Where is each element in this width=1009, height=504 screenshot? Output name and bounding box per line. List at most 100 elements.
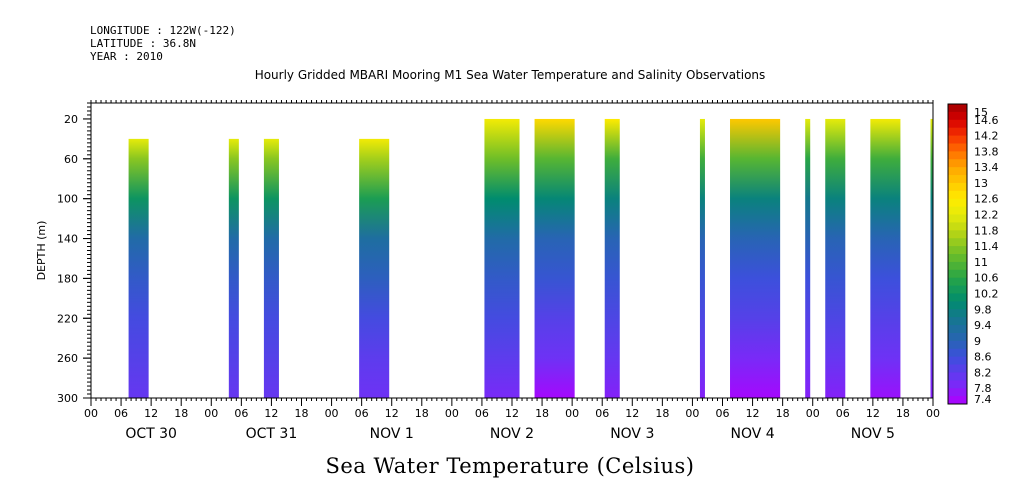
colorbar-label: 14.2: [974, 130, 999, 143]
y-tick-label: 220: [57, 312, 78, 325]
data-segment: [359, 138, 390, 399]
colorbar-cell: [948, 364, 967, 373]
data-segment: [930, 118, 933, 398]
colorbar-cell: [948, 127, 967, 137]
colorbar-cell: [948, 254, 967, 263]
x-tick-label: 06: [595, 407, 609, 420]
x-tick-label: 00: [325, 407, 339, 420]
colorbar-cell: [948, 372, 967, 381]
latitude-label: LATITUDE : 36.8N: [90, 37, 196, 50]
colorbar-label: 14.6: [974, 114, 999, 127]
colorbar-cell: [948, 348, 967, 358]
colorbar-label: 13.8: [974, 145, 999, 158]
data-segment: [805, 118, 811, 398]
colorbar-label: 8.2: [974, 366, 992, 379]
x-day-label: OCT 30: [125, 426, 177, 442]
x-day-label: NOV 2: [490, 426, 534, 442]
colorbar-cell: [948, 143, 967, 152]
x-tick-label: 18: [415, 407, 429, 420]
chart-title: Hourly Gridded MBARI Mooring M1 Sea Wate…: [254, 68, 766, 82]
colorbar-cell: [948, 167, 967, 176]
x-tick-label: 06: [114, 407, 128, 420]
colorbar-label: 9.4: [974, 319, 992, 332]
colorbar-label: 9: [974, 335, 981, 348]
colorbar-cell: [948, 175, 967, 184]
y-tick-label: 100: [57, 193, 78, 206]
y-tick-label: 60: [64, 153, 78, 166]
colorbar-cell: [948, 182, 967, 192]
x-day-label: NOV 4: [730, 426, 774, 442]
x-tick-label: 00: [926, 407, 940, 420]
colorbar-cell: [948, 135, 967, 144]
data-segment: [604, 118, 620, 398]
x-tick-label: 18: [174, 407, 188, 420]
y-axis-label: DEPTH (m): [35, 221, 48, 281]
x-tick-label: 00: [685, 407, 699, 420]
colorbar-cell: [948, 261, 967, 271]
colorbar-label: 11.8: [974, 224, 999, 237]
data-segment: [699, 118, 705, 398]
chart-subtitle: Sea Water Temperature (Celsius): [325, 454, 695, 478]
colorbar-label: 11: [974, 256, 988, 269]
data-segment: [484, 118, 520, 398]
colorbar-cell: [948, 317, 967, 326]
colorbar-cell: [948, 230, 967, 239]
y-tick-label: 300: [57, 392, 78, 405]
colorbar-cell: [948, 159, 967, 168]
x-tick-label: 18: [776, 407, 790, 420]
colorbar-label: 15: [974, 106, 988, 119]
x-tick-label: 12: [385, 407, 399, 420]
x-tick-label: 06: [836, 407, 850, 420]
y-tick-label: 180: [57, 272, 78, 285]
colorbar-cell: [948, 222, 967, 231]
colorbar-cell: [948, 325, 967, 334]
year-label: YEAR : 2010: [90, 50, 163, 63]
colorbar-cell: [948, 119, 967, 129]
x-tick-label: 12: [866, 407, 880, 420]
colorbar-cell: [948, 380, 967, 389]
x-tick-label: 12: [144, 407, 158, 420]
colorbar-frame: [947, 103, 968, 405]
colorbar-cell: [948, 238, 967, 247]
colorbar-label: 7.4: [974, 393, 992, 406]
data-segment: [730, 118, 781, 398]
colorbar-cell: [948, 198, 967, 208]
colorbar-label: 11.4: [974, 240, 999, 253]
axes-layer: 00 06 12 18 00 06 12 18 00 06 12 18 00 06 12 18 00 06 12 18…: [35, 100, 940, 442]
colorbar-cell: [948, 151, 967, 160]
x-day-label: NOV 5: [851, 426, 895, 442]
data-segment: [534, 118, 575, 398]
colorbar-cell: [948, 206, 967, 216]
colorbar-cell: [948, 388, 967, 397]
colorbar-cell: [948, 309, 967, 318]
x-tick-label: 18: [295, 407, 309, 420]
colorbar-label: 10.6: [974, 272, 999, 285]
plot-data-layer: [128, 118, 933, 399]
colorbar-cell: [948, 246, 967, 255]
x-day-label: NOV 3: [610, 426, 654, 442]
colorbar-label: 7.8: [974, 382, 992, 395]
colorbar-label: 10.2: [974, 287, 999, 300]
colorbar-cell: [948, 190, 967, 200]
data-segment: [263, 138, 279, 399]
x-tick-label: 18: [896, 407, 910, 420]
y-tick-label: 140: [57, 233, 78, 246]
x-tick-label: 00: [204, 407, 218, 420]
x-tick-label: 06: [355, 407, 369, 420]
colorbar-label: 12.2: [974, 209, 999, 222]
colorbar-label: 13: [974, 177, 988, 190]
colorbar-label: 13.4: [974, 161, 999, 174]
data-segment: [128, 138, 149, 399]
x-tick-label: 12: [264, 407, 278, 420]
x-tick-label: 00: [565, 407, 579, 420]
colorbar-cell: [948, 111, 967, 121]
colorbar-label: 12.6: [974, 193, 999, 206]
x-day-label: NOV 1: [370, 426, 414, 442]
x-tick-label: 00: [806, 407, 820, 420]
colorbar-cell: [948, 293, 967, 302]
y-tick-label: 20: [64, 113, 78, 126]
colorbar-cell: [948, 104, 967, 113]
colorbar-label: 9.8: [974, 303, 992, 316]
data-segment: [870, 118, 901, 398]
